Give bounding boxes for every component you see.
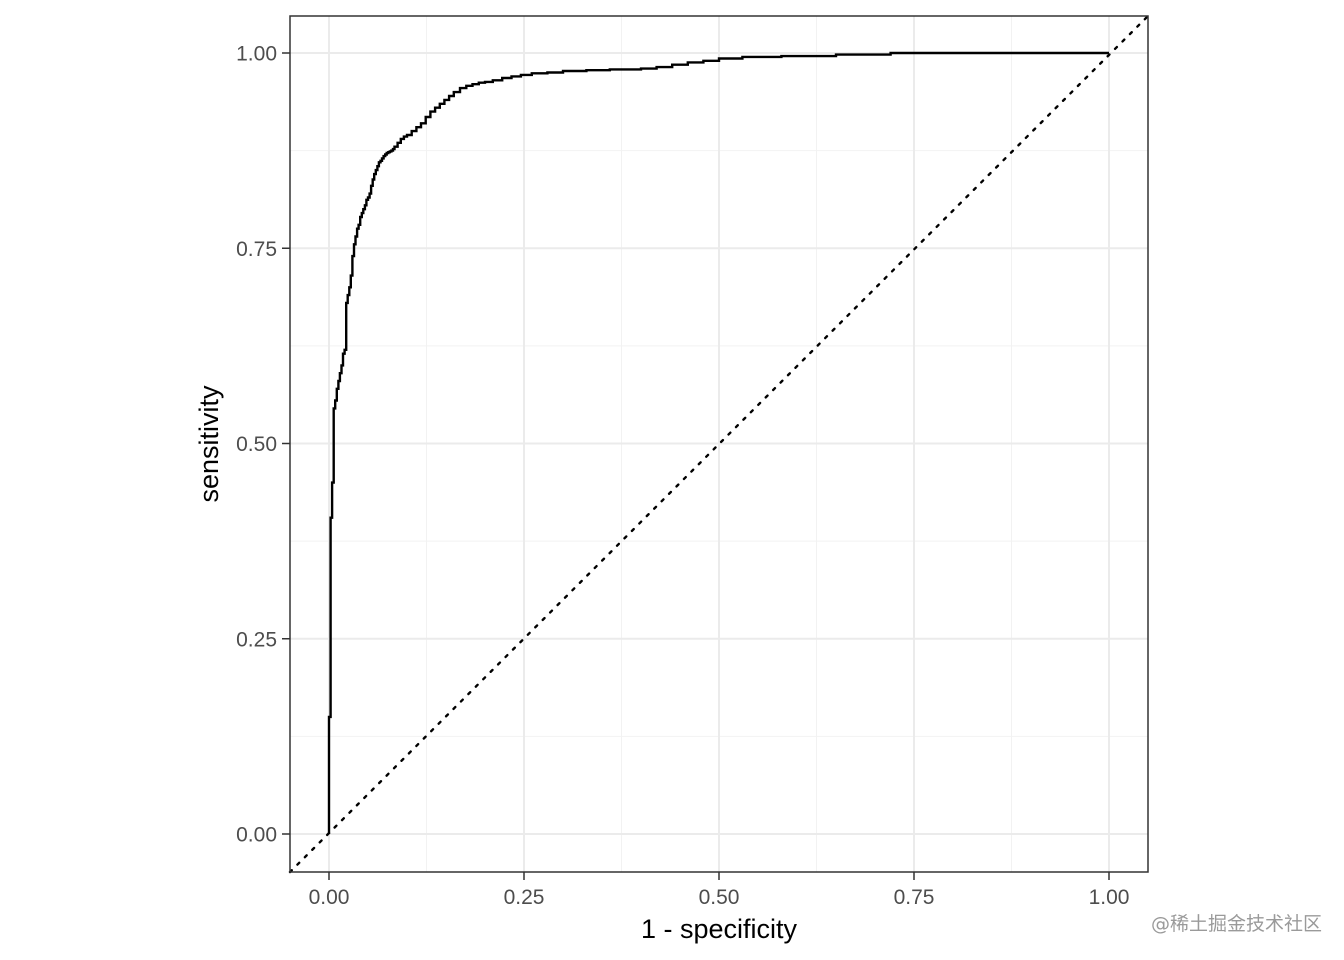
y-axis: 0.00 0.25 0.50 0.75 1.00 bbox=[236, 43, 290, 847]
roc-curve-line bbox=[327, 51, 1109, 834]
major-grid bbox=[290, 16, 1148, 872]
y-tick-label: 0.00 bbox=[236, 824, 277, 847]
series-layer bbox=[288, 14, 1150, 874]
x-axis-title: 1 - specificity bbox=[641, 914, 798, 944]
x-tick-label: 1.00 bbox=[1089, 886, 1130, 909]
y-tick-label: 0.25 bbox=[236, 628, 277, 651]
x-axis: 0.00 0.25 0.50 0.75 1.00 bbox=[309, 872, 1130, 909]
reference-diagonal-line bbox=[288, 14, 1150, 874]
y-tick-label: 0.75 bbox=[236, 238, 277, 261]
y-axis-title: sensitivity bbox=[194, 385, 224, 503]
x-tick-label: 0.00 bbox=[309, 886, 350, 909]
x-tick-label: 0.25 bbox=[504, 886, 545, 909]
y-tick-label: 0.50 bbox=[236, 433, 277, 456]
x-tick-label: 0.75 bbox=[894, 886, 935, 909]
x-tick-label: 0.50 bbox=[699, 886, 740, 909]
y-tick-label: 1.00 bbox=[236, 43, 277, 66]
watermark-text: @稀土掘金技术社区 bbox=[1150, 913, 1322, 935]
